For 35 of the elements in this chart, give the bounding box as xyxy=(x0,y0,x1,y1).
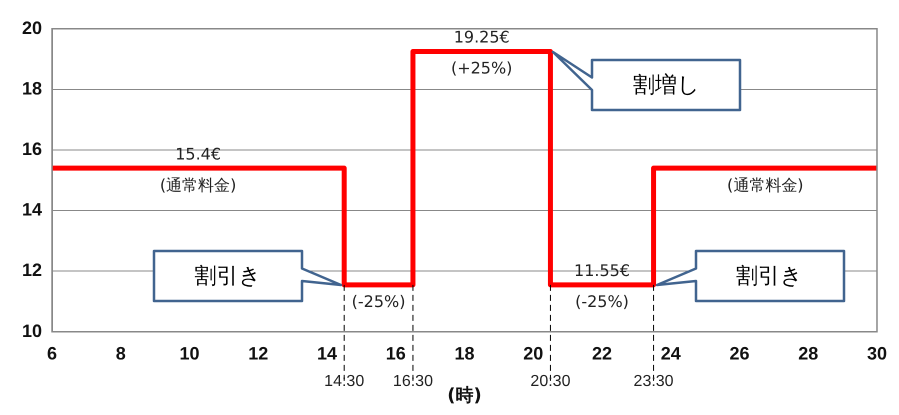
x-tick-label: 14 xyxy=(316,344,338,364)
annotation: 15.4€ xyxy=(175,144,222,164)
annotation: (-25%) xyxy=(352,292,406,311)
x-tick-label: 24 xyxy=(660,344,681,364)
x-tick-label: 6 xyxy=(47,344,58,364)
x-tick-label: 10 xyxy=(180,344,200,364)
ref-line-label: 14:30 xyxy=(324,373,364,390)
x-tick-label: 28 xyxy=(798,344,818,364)
annotation: (通常料金) xyxy=(160,175,236,194)
y-tick-label: 10 xyxy=(22,320,42,341)
x-tick-label: 8 xyxy=(116,344,126,364)
y-tick-label: 12 xyxy=(22,260,42,280)
annotation: (+25%) xyxy=(450,58,512,78)
annotation: 割引き xyxy=(194,262,263,291)
annotation: 11.55€ xyxy=(574,260,630,280)
annotation: (通常料金) xyxy=(727,175,804,194)
x-tick-label: 12 xyxy=(248,344,268,364)
y-tick-label: 18 xyxy=(22,78,42,98)
x-tick-label: 30 xyxy=(866,344,888,364)
x-axis-title: (時) xyxy=(447,384,482,406)
x-tick-label: 26 xyxy=(729,344,750,364)
annotation: 割増し xyxy=(632,72,701,100)
x-tick-label: 20 xyxy=(523,344,544,364)
ref-line-label: 16:30 xyxy=(392,373,434,390)
annotation: (-25%) xyxy=(575,292,629,311)
y-tick-label: 20 xyxy=(22,18,42,38)
ref-line-label: 23:30 xyxy=(634,373,674,390)
y-tick-label: 16 xyxy=(22,138,42,159)
x-tick-label: 22 xyxy=(592,344,612,364)
annotation: 割引き xyxy=(735,262,804,291)
ref-line-label: 20:30 xyxy=(530,373,571,390)
x-tick-label: 18 xyxy=(454,344,475,364)
y-tick-label: 14 xyxy=(22,200,42,220)
x-tick-label: 16 xyxy=(386,344,406,364)
annotation: 19.25€ xyxy=(454,28,510,47)
